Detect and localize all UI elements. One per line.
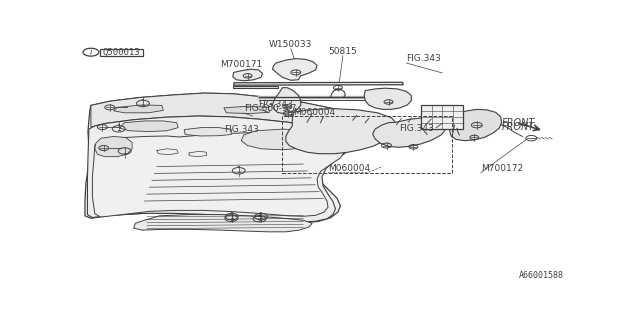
Text: 1: 1 bbox=[116, 124, 121, 133]
Polygon shape bbox=[92, 132, 346, 217]
Polygon shape bbox=[91, 93, 365, 128]
Text: W150033: W150033 bbox=[269, 40, 312, 49]
Polygon shape bbox=[372, 118, 446, 147]
Bar bbox=[100, 49, 143, 56]
Polygon shape bbox=[273, 59, 317, 80]
Polygon shape bbox=[449, 109, 502, 141]
Text: FIG.343: FIG.343 bbox=[406, 54, 441, 63]
Text: FRONT: FRONT bbox=[502, 122, 535, 132]
Polygon shape bbox=[95, 136, 132, 157]
Text: FIG.660-3,7: FIG.660-3,7 bbox=[244, 104, 296, 113]
Text: 1: 1 bbox=[229, 214, 234, 223]
Polygon shape bbox=[85, 93, 365, 223]
Text: M700172: M700172 bbox=[481, 164, 523, 173]
Polygon shape bbox=[241, 129, 327, 150]
Polygon shape bbox=[114, 105, 163, 113]
Text: 1: 1 bbox=[141, 99, 145, 108]
Text: M060004: M060004 bbox=[293, 108, 335, 117]
Polygon shape bbox=[364, 88, 412, 109]
Text: 1: 1 bbox=[236, 166, 241, 175]
Polygon shape bbox=[234, 82, 403, 85]
Text: FRONT: FRONT bbox=[502, 118, 535, 128]
Text: Q500013: Q500013 bbox=[103, 48, 140, 57]
Text: 1: 1 bbox=[229, 212, 234, 221]
Polygon shape bbox=[273, 88, 301, 114]
Polygon shape bbox=[120, 121, 178, 132]
Text: A66001588: A66001588 bbox=[518, 271, 564, 280]
Polygon shape bbox=[88, 116, 358, 222]
Polygon shape bbox=[286, 108, 396, 154]
Polygon shape bbox=[134, 215, 312, 232]
Text: 1: 1 bbox=[122, 147, 127, 156]
Text: FIG.343: FIG.343 bbox=[259, 100, 293, 109]
Text: FIG.343: FIG.343 bbox=[224, 125, 259, 134]
Text: i: i bbox=[90, 48, 92, 57]
Text: 1: 1 bbox=[257, 214, 262, 223]
Text: 1: 1 bbox=[259, 212, 264, 221]
Text: FIG.343: FIG.343 bbox=[399, 124, 434, 132]
Polygon shape bbox=[233, 69, 262, 81]
Bar bbox=[421, 105, 463, 129]
Text: M700171: M700171 bbox=[220, 60, 262, 69]
Polygon shape bbox=[233, 86, 278, 88]
Polygon shape bbox=[184, 128, 231, 136]
Bar bbox=[282, 116, 452, 173]
Polygon shape bbox=[224, 106, 269, 114]
Text: 50815: 50815 bbox=[328, 47, 357, 56]
Text: M060004: M060004 bbox=[328, 164, 370, 173]
